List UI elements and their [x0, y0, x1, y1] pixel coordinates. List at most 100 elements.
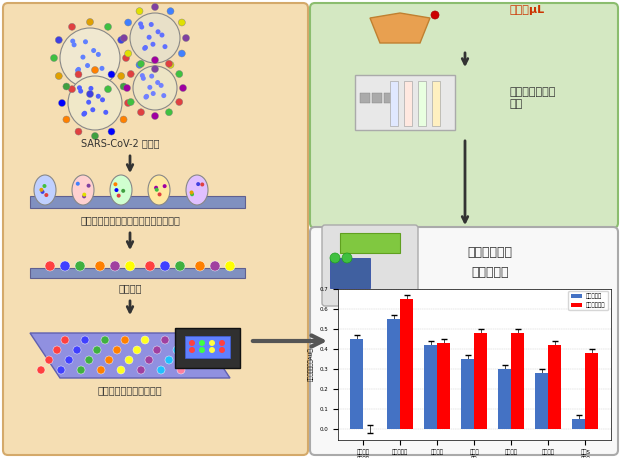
- Circle shape: [142, 46, 147, 51]
- Circle shape: [77, 85, 82, 90]
- Circle shape: [190, 192, 194, 196]
- Circle shape: [161, 93, 166, 98]
- Bar: [437, 343, 450, 429]
- Circle shape: [75, 68, 80, 73]
- FancyBboxPatch shape: [322, 225, 418, 306]
- Circle shape: [75, 261, 85, 271]
- Text: チップをカセットに装真: チップをカセットに装真: [98, 385, 162, 395]
- Circle shape: [45, 356, 53, 364]
- Bar: [432, 81, 440, 126]
- Circle shape: [96, 52, 101, 57]
- Circle shape: [138, 109, 144, 116]
- Text: ウイルスの部品ごとにマイクロアレイ: ウイルスの部品ごとにマイクロアレイ: [80, 215, 180, 225]
- Circle shape: [60, 261, 70, 271]
- Circle shape: [162, 184, 167, 188]
- Circle shape: [130, 13, 180, 63]
- Circle shape: [342, 253, 352, 263]
- Bar: [548, 345, 561, 429]
- Circle shape: [330, 253, 340, 263]
- Circle shape: [117, 194, 121, 198]
- Bar: [474, 333, 487, 429]
- Circle shape: [190, 191, 193, 195]
- Text: 光固定化: 光固定化: [118, 283, 142, 293]
- Circle shape: [165, 356, 173, 364]
- Circle shape: [210, 261, 220, 271]
- Circle shape: [104, 110, 108, 115]
- Circle shape: [121, 336, 129, 344]
- Circle shape: [87, 184, 91, 188]
- Bar: [372, 93, 382, 103]
- Circle shape: [76, 182, 80, 185]
- Circle shape: [180, 84, 187, 92]
- Circle shape: [83, 39, 88, 44]
- Circle shape: [120, 34, 128, 42]
- Circle shape: [125, 261, 135, 271]
- Circle shape: [91, 48, 96, 53]
- Circle shape: [113, 346, 121, 354]
- Circle shape: [113, 182, 117, 186]
- Circle shape: [153, 346, 161, 354]
- FancyBboxPatch shape: [310, 227, 618, 455]
- Bar: [585, 353, 598, 429]
- Circle shape: [185, 356, 193, 364]
- Circle shape: [431, 11, 439, 19]
- Bar: [330, 258, 370, 288]
- Circle shape: [92, 66, 99, 73]
- Circle shape: [179, 19, 185, 26]
- Polygon shape: [370, 13, 430, 43]
- Circle shape: [141, 336, 149, 344]
- Circle shape: [162, 44, 167, 49]
- Circle shape: [149, 22, 154, 27]
- Circle shape: [55, 37, 63, 44]
- Bar: [461, 359, 474, 429]
- Circle shape: [65, 356, 73, 364]
- Circle shape: [145, 356, 153, 364]
- Circle shape: [127, 71, 135, 77]
- Circle shape: [85, 356, 93, 364]
- Circle shape: [173, 346, 181, 354]
- Circle shape: [97, 366, 105, 374]
- Ellipse shape: [110, 175, 132, 205]
- Circle shape: [155, 188, 159, 192]
- Circle shape: [219, 347, 225, 353]
- Circle shape: [151, 91, 156, 96]
- Circle shape: [127, 98, 135, 105]
- Circle shape: [125, 356, 133, 364]
- Circle shape: [118, 37, 125, 44]
- Circle shape: [63, 116, 70, 123]
- Bar: [424, 345, 437, 429]
- Text: 血液５μL: 血液５μL: [510, 5, 545, 15]
- Circle shape: [136, 61, 143, 68]
- Bar: [390, 81, 398, 126]
- Circle shape: [55, 72, 63, 80]
- Circle shape: [58, 99, 66, 107]
- Bar: [384, 93, 394, 103]
- Circle shape: [225, 261, 235, 271]
- Text: 試薬カセットで
調製: 試薬カセットで 調製: [510, 87, 556, 109]
- Circle shape: [175, 71, 183, 77]
- Circle shape: [123, 84, 130, 92]
- Circle shape: [189, 347, 195, 353]
- Circle shape: [175, 98, 183, 105]
- Circle shape: [125, 19, 131, 26]
- Circle shape: [105, 23, 112, 30]
- Circle shape: [189, 340, 195, 346]
- Circle shape: [123, 55, 130, 61]
- Circle shape: [75, 71, 82, 78]
- Circle shape: [105, 86, 112, 93]
- Circle shape: [196, 182, 200, 186]
- Circle shape: [193, 346, 201, 354]
- Circle shape: [179, 50, 185, 57]
- Circle shape: [82, 194, 86, 198]
- Legend: 野生株抗原, ソクチン免原: 野生株抗原, ソクチン免原: [569, 291, 608, 310]
- Circle shape: [199, 347, 205, 353]
- Circle shape: [209, 340, 215, 346]
- Circle shape: [105, 356, 113, 364]
- Circle shape: [219, 340, 225, 346]
- Bar: [30, 196, 245, 208]
- Circle shape: [45, 261, 55, 271]
- Circle shape: [160, 261, 170, 271]
- Circle shape: [100, 97, 105, 102]
- Bar: [355, 75, 455, 130]
- Circle shape: [70, 38, 75, 44]
